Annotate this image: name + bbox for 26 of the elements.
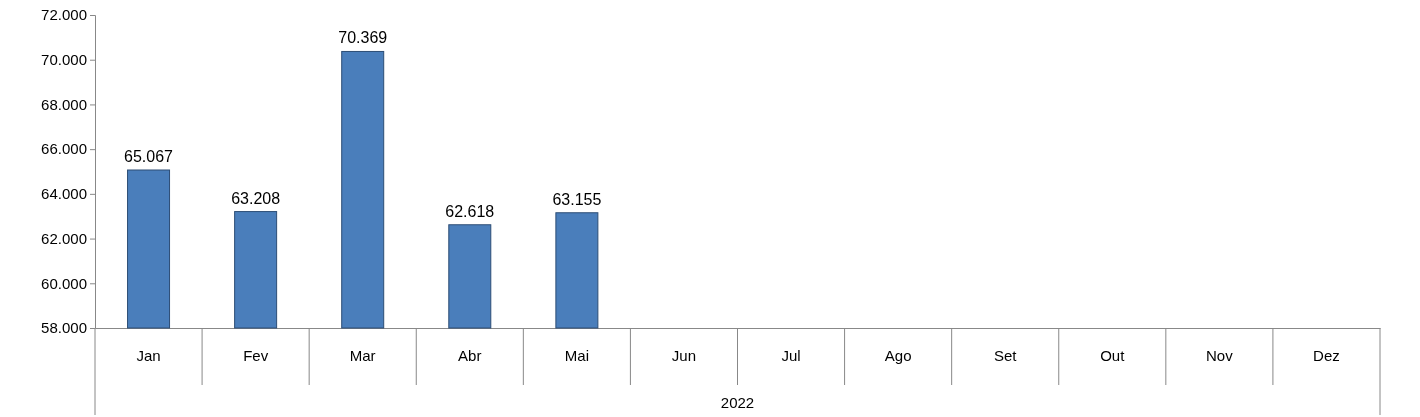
y-tick-label: 64.000: [41, 185, 87, 203]
y-tick-label: 72.000: [41, 6, 87, 24]
x-tick-label: Abr: [458, 346, 482, 364]
x-tick-label: Jan: [136, 346, 161, 364]
x-tick-label: Dez: [1313, 346, 1340, 364]
x-tick-label: Mar: [349, 346, 376, 364]
y-tick-label: 58.000: [41, 319, 87, 337]
x-tick-label: Out: [1100, 346, 1126, 364]
x-tick-label: Fev: [243, 346, 269, 364]
data-label: 65.067: [124, 148, 174, 165]
y-tick-label: 62.000: [41, 229, 87, 247]
x-tick-label: Mai: [564, 346, 589, 364]
x-tick-label: Jun: [671, 346, 697, 364]
x-tick-label: Nov: [1206, 346, 1234, 364]
x-axis-title: 2022: [720, 394, 755, 411]
data-label: 63.155: [552, 190, 602, 208]
x-tick-label: Ago: [884, 346, 912, 364]
data-label: 63.208: [231, 189, 281, 207]
y-tick-label: 66.000: [41, 140, 87, 158]
y-tick-label: 70.000: [41, 51, 87, 69]
y-tick-label: 68.000: [41, 95, 87, 113]
y-tick-label: 60.000: [41, 274, 87, 292]
x-tick-label: Set: [993, 346, 1018, 364]
data-label: 70.369: [338, 29, 388, 47]
data-label: 62.618: [445, 202, 495, 220]
x-tick-label: Jul: [781, 346, 801, 364]
